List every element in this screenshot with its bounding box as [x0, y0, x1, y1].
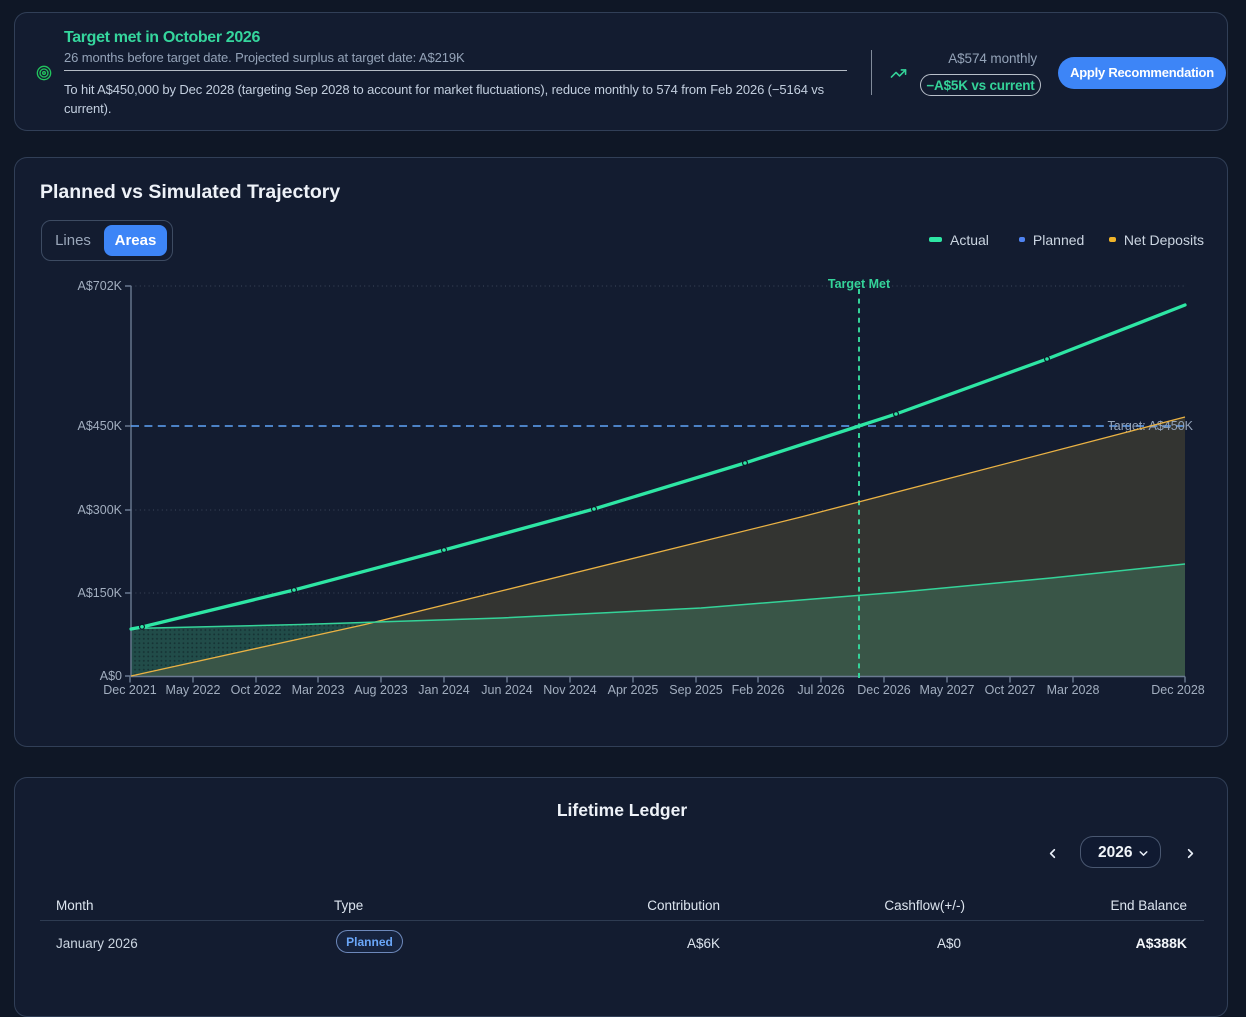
svg-text:Target Met: Target Met [828, 277, 891, 291]
svg-text:Mar 2028: Mar 2028 [1047, 683, 1100, 697]
svg-text:A$300K: A$300K [78, 503, 123, 517]
svg-text:Mar 2023: Mar 2023 [292, 683, 345, 697]
svg-text:Nov 2024: Nov 2024 [543, 683, 597, 697]
svg-text:Dec 2026: Dec 2026 [857, 683, 911, 697]
svg-text:Apr 2025: Apr 2025 [608, 683, 659, 697]
svg-text:Jan 2024: Jan 2024 [418, 683, 469, 697]
svg-text:Jun 2024: Jun 2024 [481, 683, 532, 697]
svg-text:May 2022: May 2022 [166, 683, 221, 697]
svg-text:A$0: A$0 [100, 669, 122, 683]
svg-text:Feb 2026: Feb 2026 [732, 683, 785, 697]
svg-text:Jul 2026: Jul 2026 [797, 683, 844, 697]
svg-text:Dec 2021: Dec 2021 [103, 683, 157, 697]
svg-text:May 2027: May 2027 [920, 683, 975, 697]
svg-text:Aug 2023: Aug 2023 [354, 683, 408, 697]
svg-text:A$450K: A$450K [78, 419, 123, 433]
svg-text:Oct 2027: Oct 2027 [985, 683, 1036, 697]
svg-text:Dec 2028: Dec 2028 [1151, 683, 1205, 697]
svg-text:A$150K: A$150K [78, 586, 123, 600]
svg-text:Oct 2022: Oct 2022 [231, 683, 282, 697]
svg-text:A$702K: A$702K [78, 279, 123, 293]
svg-text:Sep 2025: Sep 2025 [669, 683, 723, 697]
